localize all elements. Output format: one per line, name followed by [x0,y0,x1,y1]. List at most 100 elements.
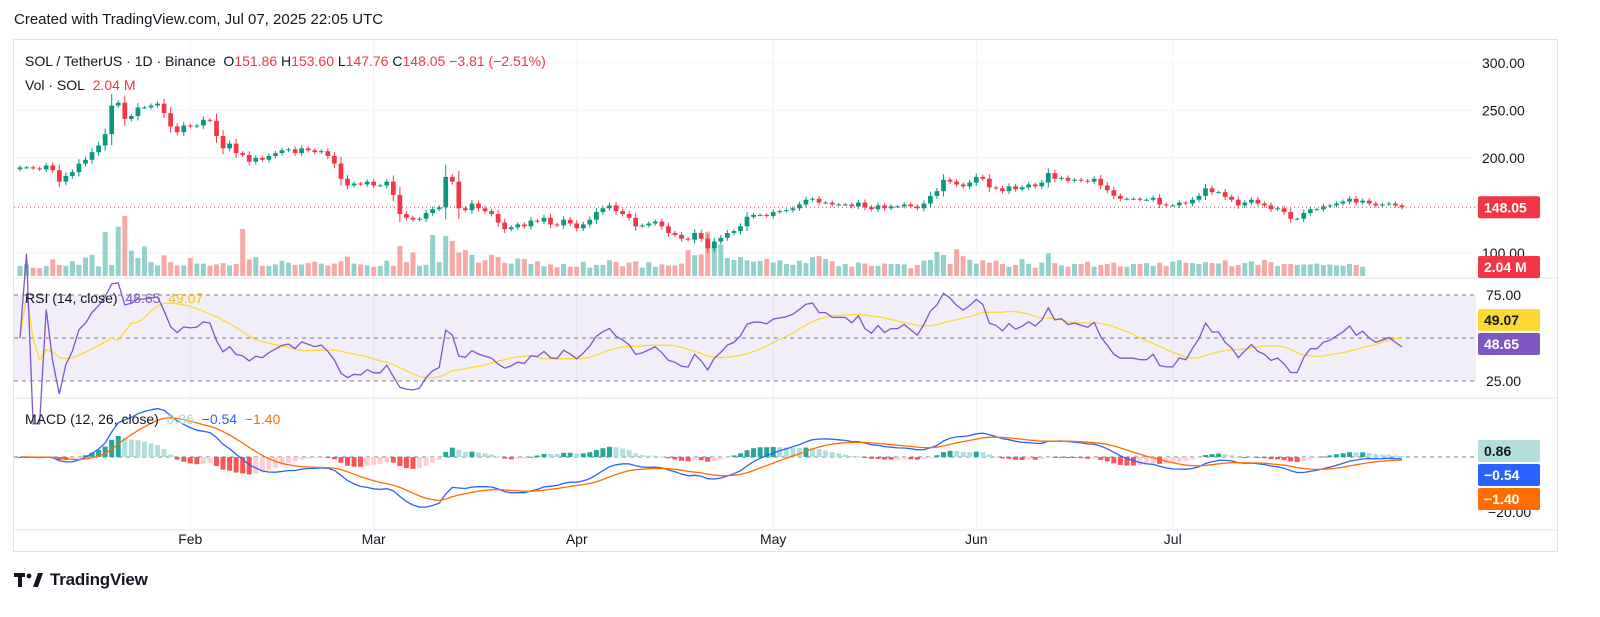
candle-body [1157,197,1163,205]
candle-body [862,202,868,208]
volume-value: 2.04 M [92,77,136,93]
volume-bar [548,264,554,276]
volume-bar [829,261,835,276]
macd-hist-bar [941,452,947,458]
candle-body [1242,202,1248,206]
candle-body [856,202,861,207]
candle-body [908,204,914,207]
candle-body [1301,213,1307,219]
candle-body [620,211,625,214]
candle-body [574,223,580,229]
volume-bar [980,260,986,276]
candle-body [273,153,278,156]
candle-body [1399,205,1405,208]
volume-bar [43,265,49,276]
candle-body [286,149,291,151]
candle-body [993,187,999,189]
macd-signal-tag-bg [1478,488,1540,510]
macd-hist-bar [122,437,128,458]
macd-hist-bar [679,457,685,461]
volume-bar [338,261,344,276]
candle-body [1321,206,1326,210]
volume-bar [515,258,521,276]
macd-hist-bar [1058,456,1064,458]
volume-bar [1261,259,1267,276]
macd-signal-value: −1.40 [244,411,281,427]
macd-hist-bar [1013,457,1019,460]
volume-bar [259,265,265,276]
open-label: O [223,53,235,69]
macd-hist-bar [1176,457,1182,463]
candle-body [259,157,265,160]
volume-bar [489,254,495,276]
candle-body [1360,200,1366,203]
candle-body [679,234,684,239]
macd-hist-bar [954,451,960,458]
volume-label[interactable]: Vol · SOL [25,77,85,93]
volume-bar [351,263,357,276]
macd-hist-bar [698,457,704,461]
candle-body [1098,178,1104,186]
candle-body [1386,203,1392,205]
candle-body [646,223,652,226]
volume-bar [796,260,802,276]
macd-hist-bar [1235,456,1241,458]
volume-bar [436,262,442,276]
candle-body [1294,218,1300,220]
volume-bar [449,240,455,276]
rsi-label[interactable]: RSI (14, close) [25,290,118,306]
footer-brand[interactable]: TradingView [14,570,148,590]
macd-hist-bar [1209,454,1215,458]
volume-bar [993,260,999,276]
macd-hist-bar [986,454,992,458]
macd-hist-bar [194,457,200,465]
volume-bar [613,262,619,276]
time-axis: Feb Mar Apr May Jun Jul [178,531,1181,547]
candle-body [351,183,357,186]
macd-hist-bar [1275,457,1281,460]
macd-hist-bar [751,448,757,458]
candle-body [535,220,540,222]
macd-hist-bar [305,457,311,459]
macd-hist-bar [1170,457,1176,464]
macd-hist-bar [967,452,973,458]
candle-body [24,167,29,169]
macd-pane [14,407,1476,508]
macd-hist-bar [423,457,429,466]
macd-hist-bar [620,448,626,458]
last-price-tag: 148.05 [1478,196,1540,219]
candles [17,94,1405,253]
macd-hist-bar [868,457,874,459]
macd-hist-bar [626,450,632,458]
symbol-title[interactable]: SOL / TetherUS · 1D · Binance [25,53,216,69]
chart-canvas[interactable]: 300.00250.00200.00100.0075.0025.00−20.00… [14,40,1557,551]
volume-bar [1045,253,1051,276]
candle-body [1059,177,1064,179]
macd-hist-bar [69,457,75,460]
volume-bar [875,265,881,276]
candle-body [541,217,547,222]
volume-bar [148,262,154,276]
macd-label[interactable]: MACD (12, 26, close) [25,411,159,427]
candle-body [1281,208,1287,213]
candle-body [502,222,508,230]
macd-hist-bar [685,457,691,462]
volume-bar [724,258,730,276]
macd-hist-bar [1150,457,1156,464]
macd-hist-bar [1117,457,1123,465]
volume-bar [731,259,737,276]
candle-body [980,176,986,179]
volume-bar [973,263,979,276]
candle-body [1235,199,1241,206]
macd-hist-bar [665,457,671,459]
low-value: 147.76 [345,53,389,69]
volume-bar [803,263,809,276]
macd-hist-bar [1111,457,1117,464]
volume-bar [312,261,318,276]
volume-bar [862,263,868,276]
macd-hist-bar [266,457,272,471]
chart-frame[interactable]: 300.00 250.00 200.00 100.00 75.00 25.00 −20.00… [13,39,1558,552]
candle-body [449,176,455,182]
volume-bar [50,259,56,276]
candle-body [161,103,167,114]
